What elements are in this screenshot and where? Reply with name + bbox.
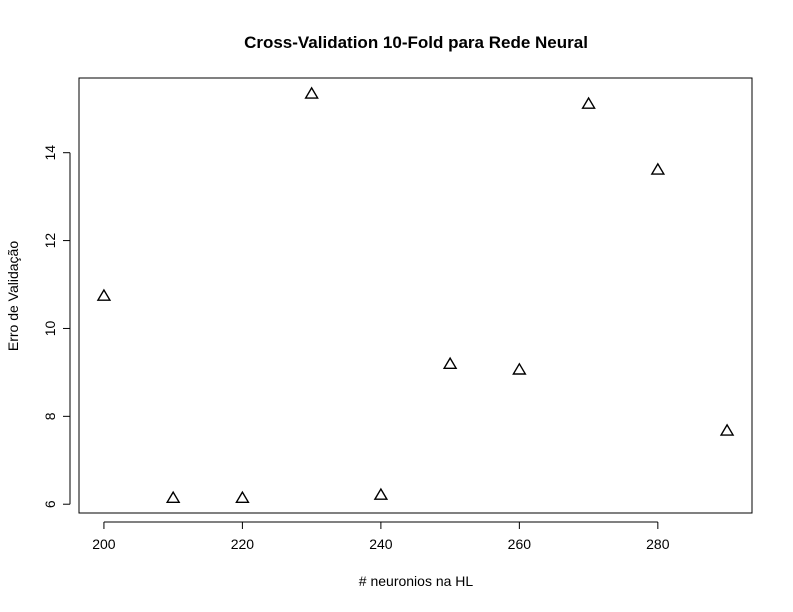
y-tick-label: 12 <box>42 233 58 249</box>
x-tick-label: 240 <box>369 536 393 552</box>
data-point <box>235 490 250 503</box>
data-point <box>650 162 666 175</box>
y-axis-title: Erro de Validação <box>5 241 21 351</box>
data-points <box>96 86 735 503</box>
x-tick-label: 280 <box>646 536 670 552</box>
data-point <box>512 362 527 375</box>
x-axis-title: # neuronios na HL <box>359 573 474 589</box>
data-point <box>165 490 181 503</box>
y-axis: 6 8 10 12 14 <box>42 145 71 508</box>
x-tick-label: 260 <box>508 536 532 552</box>
y-tick-label: 10 <box>42 320 58 336</box>
data-point <box>442 356 458 369</box>
x-tick-label: 220 <box>231 536 255 552</box>
data-point <box>581 96 596 109</box>
plot-frame <box>78 77 753 514</box>
x-axis: 200 220 240 260 280 <box>92 521 670 552</box>
chart-title: Cross-Validation 10-Fold para Rede Neura… <box>244 33 588 52</box>
x-tick-label: 200 <box>92 536 116 552</box>
y-tick-label: 6 <box>42 500 58 508</box>
data-point <box>719 423 735 436</box>
data-point <box>304 86 319 99</box>
y-tick-label: 8 <box>42 412 58 420</box>
y-tick-label: 14 <box>42 145 58 161</box>
data-point <box>96 288 112 301</box>
data-point <box>373 487 389 500</box>
